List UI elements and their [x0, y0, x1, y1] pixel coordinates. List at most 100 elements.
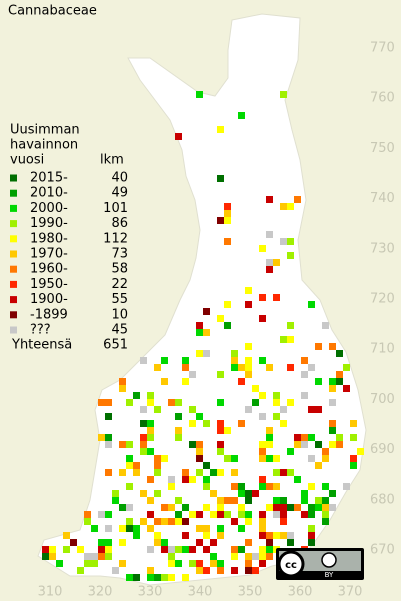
record-square: [182, 532, 189, 539]
record-square: [161, 539, 168, 546]
record-square: [280, 336, 287, 343]
record-square: [77, 546, 84, 553]
record-square: [336, 378, 343, 385]
record-square: [329, 385, 336, 392]
record-square: [287, 532, 294, 539]
record-square: [42, 553, 49, 560]
record-square: [175, 133, 182, 140]
record-square: [266, 441, 273, 448]
record-square: [147, 392, 154, 399]
record-square: [322, 483, 329, 490]
y-tick-label: 690: [370, 442, 395, 457]
record-square: [105, 539, 112, 546]
record-square: [182, 574, 189, 581]
record-square: [175, 497, 182, 504]
record-square: [147, 574, 154, 581]
legend-count: 22: [111, 277, 128, 292]
record-square: [245, 406, 252, 413]
record-square: [196, 511, 203, 518]
legend-label: 1900-: [30, 292, 68, 307]
legend-label: 1980-: [30, 231, 68, 246]
record-square: [91, 553, 98, 560]
record-square: [140, 357, 147, 364]
record-square: [266, 196, 273, 203]
record-square: [203, 350, 210, 357]
record-square: [182, 357, 189, 364]
record-square: [343, 483, 350, 490]
record-square: [322, 322, 329, 329]
record-square: [182, 504, 189, 511]
legend-count: 10: [111, 307, 128, 322]
record-square: [329, 427, 336, 434]
legend-label: 1990-: [30, 216, 68, 231]
by-icon: [321, 552, 337, 568]
record-square: [273, 399, 280, 406]
record-square: [259, 315, 266, 322]
record-square: [294, 476, 301, 483]
record-square: [280, 504, 287, 511]
record-square: [245, 301, 252, 308]
record-square: [350, 420, 357, 427]
record-square: [273, 413, 280, 420]
y-tick-label: 700: [370, 392, 395, 407]
record-square: [154, 574, 161, 581]
legend-total-label: Yhteensä: [11, 338, 72, 353]
record-square: [259, 455, 266, 462]
record-square: [231, 546, 238, 553]
record-square: [280, 203, 287, 210]
record-square: [91, 525, 98, 532]
record-square: [49, 546, 56, 553]
record-square: [161, 357, 168, 364]
record-square: [189, 511, 196, 518]
record-square: [168, 504, 175, 511]
record-square: [189, 406, 196, 413]
record-square: [273, 294, 280, 301]
record-square: [266, 532, 273, 539]
record-square: [238, 525, 245, 532]
record-square: [126, 462, 133, 469]
record-square: [168, 546, 175, 553]
record-square: [266, 539, 273, 546]
record-square: [322, 518, 329, 525]
cc-icon: cc: [285, 560, 297, 571]
record-square: [329, 399, 336, 406]
record-square: [168, 483, 175, 490]
record-square: [196, 455, 203, 462]
legend-count: 49: [111, 186, 128, 201]
record-square: [196, 539, 203, 546]
record-square: [154, 406, 161, 413]
record-square: [315, 378, 322, 385]
legend-label: 2015-: [30, 171, 68, 186]
record-square: [119, 385, 126, 392]
record-square: [238, 378, 245, 385]
y-tick-label: 760: [370, 91, 395, 106]
legend-label: 1950-: [30, 277, 68, 292]
record-square: [231, 497, 238, 504]
record-square: [161, 504, 168, 511]
record-square: [308, 434, 315, 441]
record-square: [245, 553, 252, 560]
record-square: [329, 504, 336, 511]
record-square: [280, 511, 287, 518]
record-square: [294, 504, 301, 511]
record-square: [140, 490, 147, 497]
record-square: [105, 441, 112, 448]
record-square: [70, 539, 77, 546]
record-square: [182, 378, 189, 385]
record-square: [196, 525, 203, 532]
record-square: [238, 112, 245, 119]
record-square: [245, 371, 252, 378]
record-square: [147, 525, 154, 532]
record-square: [217, 371, 224, 378]
record-square: [245, 357, 252, 364]
record-square: [217, 567, 224, 574]
record-square: [217, 126, 224, 133]
record-square: [301, 490, 308, 497]
record-square: [140, 441, 147, 448]
record-square: [259, 553, 266, 560]
record-square: [280, 518, 287, 525]
record-square: [119, 539, 126, 546]
record-square: [196, 469, 203, 476]
record-square: [280, 406, 287, 413]
record-square: [224, 497, 231, 504]
